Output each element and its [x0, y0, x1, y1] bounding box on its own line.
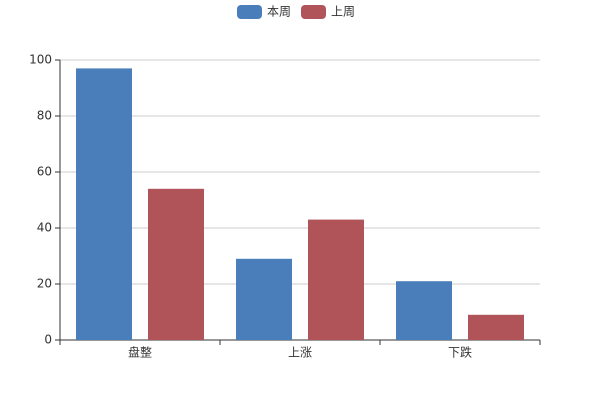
bar	[236, 258, 292, 340]
legend-label: 本周	[267, 5, 291, 19]
x-tick-label: 上涨	[288, 345, 312, 360]
y-tick-label: 40	[37, 221, 52, 235]
y-tick-label: 100	[29, 53, 52, 67]
x-tick-label: 盘整	[128, 345, 152, 360]
bar	[468, 314, 524, 340]
legend-label: 上周	[331, 5, 355, 19]
bar	[308, 219, 364, 340]
y-tick-label: 80	[37, 109, 52, 123]
y-tick-label: 0	[44, 333, 52, 347]
legend-swatch	[237, 5, 262, 19]
bar	[76, 68, 132, 341]
legend-swatch	[301, 5, 326, 19]
x-tick-label: 下跌	[448, 345, 472, 360]
bar	[148, 188, 204, 340]
bar	[396, 281, 452, 340]
y-tick-label: 60	[37, 165, 52, 179]
y-tick-label: 20	[37, 277, 52, 291]
